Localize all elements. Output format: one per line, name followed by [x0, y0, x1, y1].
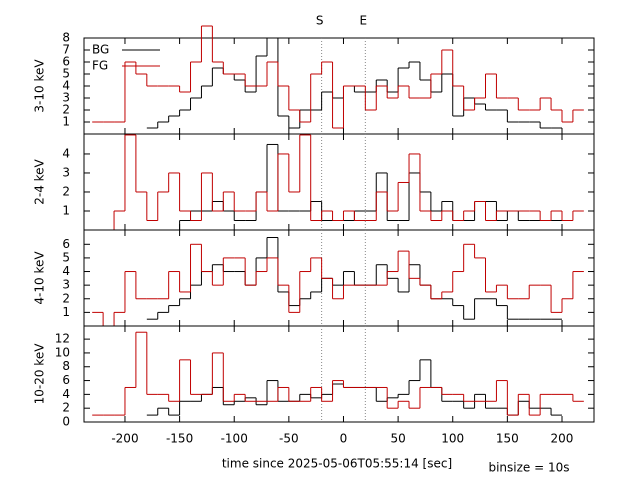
y-tick-label: 4 — [62, 264, 70, 278]
y-tick-label: 1 — [62, 115, 70, 129]
x-axis-label: time since 2025-05-06T05:55:14 [sec] — [222, 457, 452, 471]
y-tick-label: 5 — [62, 250, 70, 264]
x-tick-label: -50 — [279, 432, 299, 446]
y-tick-label: 2 — [62, 103, 70, 117]
y-tick-label: 6 — [62, 373, 70, 387]
y-tick-label: 3 — [62, 165, 70, 179]
plot-frame — [83, 133, 595, 231]
y-tick-label: 3 — [62, 278, 70, 292]
y-tick-label: 8 — [62, 31, 70, 45]
x-tick-label: 0 — [340, 432, 348, 446]
y-tick-label: 7 — [62, 43, 70, 57]
y-tick-label: 0 — [62, 415, 70, 429]
y-tick-label: 12 — [55, 332, 70, 346]
y-tick-label: 6 — [62, 55, 70, 69]
y-tick-label: 4 — [62, 146, 70, 160]
marker-label: E — [360, 14, 368, 28]
legend-label: BG — [92, 43, 109, 57]
marker-label: S — [316, 14, 324, 28]
plot-frame — [83, 229, 595, 327]
y-tick-label: 4 — [62, 79, 70, 93]
y-tick-label: 1 — [62, 203, 70, 217]
y-tick-label: 1 — [62, 305, 70, 319]
y-tick-label: 3 — [62, 91, 70, 105]
y-axis-label: 10-20 keV — [33, 343, 47, 405]
y-axis-label: 2-4 keV — [33, 158, 47, 204]
y-tick-label: 6 — [62, 237, 70, 251]
y-tick-label: 2 — [62, 401, 70, 415]
x-tick-label: -200 — [111, 432, 138, 446]
plot-frame — [83, 325, 595, 423]
y-tick-label: 10 — [55, 345, 70, 359]
x-tick-label: 100 — [441, 432, 464, 446]
y-tick-label: 4 — [62, 387, 70, 401]
y-axis-label: 4-10 keV — [33, 251, 47, 305]
x-tick-label: 50 — [390, 432, 405, 446]
y-tick-label: 8 — [62, 359, 70, 373]
y-tick-label: 2 — [62, 184, 70, 198]
x-tick-label: -100 — [221, 432, 248, 446]
x-tick-label: -150 — [166, 432, 193, 446]
y-tick-label: 5 — [62, 67, 70, 81]
x-tick-label: 200 — [551, 432, 574, 446]
legend-label: FG — [92, 59, 108, 73]
y-axis-label: 3-10 keV — [33, 59, 47, 113]
x-tick-label: 150 — [496, 432, 519, 446]
binsize-note: binsize = 10s — [488, 461, 569, 475]
y-tick-label: 2 — [62, 291, 70, 305]
